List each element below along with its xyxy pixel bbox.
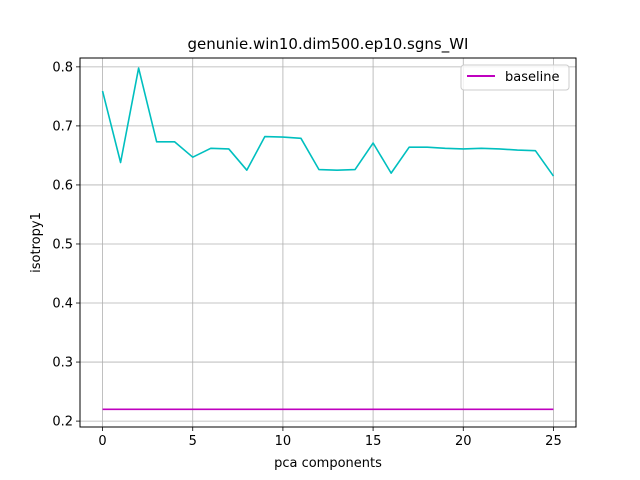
- series-line-1: [101, 67, 555, 177]
- legend: baseline: [460, 64, 570, 91]
- y-tick-label: 0.5: [52, 237, 73, 252]
- x-axis-ticks: 0 5 10 15 20 25: [98, 427, 562, 449]
- legend-box: [460, 64, 570, 91]
- legend-label-baseline: baseline: [505, 70, 559, 85]
- y-tick-label: 0.7: [52, 119, 73, 134]
- x-tick-label: 15: [365, 434, 382, 449]
- x-tick-label: 20: [455, 434, 472, 449]
- y-tick-label: 0.6: [52, 178, 73, 193]
- y-tick-label: 0.3: [52, 356, 73, 371]
- x-tick-label: 10: [275, 434, 292, 449]
- plot-frame: [79, 57, 577, 428]
- x-tick-label: 25: [545, 434, 562, 449]
- series-layer: [101, 67, 555, 411]
- y-axis-ticks: 0.2 0.3 0.4 0.5 0.6 0.7 0.8: [52, 60, 80, 430]
- y-axis-label: isotropy1: [29, 212, 44, 273]
- chart-title: genunie.win10.dim500.ep10.sgns_WI: [188, 35, 469, 54]
- grid: [80, 58, 576, 427]
- y-tick-label: 0.8: [52, 60, 73, 75]
- y-tick-label: 0.2: [52, 415, 73, 430]
- y-tick-label: 0.4: [52, 297, 73, 312]
- x-tick-label: 5: [189, 434, 197, 449]
- x-axis-label: pca components: [274, 456, 382, 471]
- x-tick-label: 0: [98, 434, 106, 449]
